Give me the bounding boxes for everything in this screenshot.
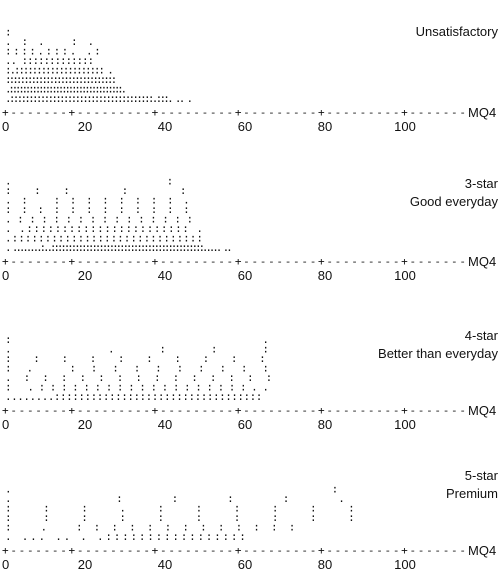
- panel-label: 5-star: [465, 468, 499, 483]
- panel-5-star: .: . ::::.: [2, 468, 499, 569]
- panel-label: Good everyday: [410, 194, 499, 209]
- dot-row: . ........:..:::::::::::::::::::::::::::…: [5, 241, 233, 254]
- tick-label: 0: [2, 417, 9, 432]
- panel-label: Unsatisfactory: [416, 24, 499, 39]
- tick-label: 60: [238, 268, 252, 283]
- tick-label: 0: [2, 268, 9, 283]
- dot-row: :.: [5, 333, 269, 346]
- axis-line: +-------+---------+---------+---------+-…: [2, 255, 466, 268]
- panel-3-star: .: ::: : : .: ::::::::. ::::::::::::: [2, 175, 499, 284]
- tick-label: 20: [78, 119, 92, 134]
- panel-label: 3-star: [465, 176, 499, 191]
- panel-unsatisfactory: : .:. :. ::::.:::. .: .. ::::::::::::: :…: [2, 24, 498, 134]
- tick-label: 100: [394, 557, 416, 569]
- panel-label: 4-star: [465, 328, 499, 343]
- panel-4-star: :. . .::: ::::::::::: [2, 328, 499, 432]
- tick-label: 80: [318, 268, 332, 283]
- dot-row: .:::::::::::::::::::::::::::::::::::::.:…: [5, 92, 193, 105]
- tick-label: 60: [238, 417, 252, 432]
- tick-label: 0: [2, 119, 9, 134]
- tick-label: 100: [394, 119, 416, 134]
- tick-label: 20: [78, 417, 92, 432]
- tick-label: 100: [394, 417, 416, 432]
- tick-label: 40: [158, 417, 172, 432]
- dot-row: ::: : :: [5, 184, 187, 197]
- tick-label: 80: [318, 417, 332, 432]
- tick-label: 20: [78, 557, 92, 569]
- dot-row: .. :::::::::::::: [5, 54, 94, 67]
- axis-line: +-------+---------+---------+---------+-…: [2, 544, 466, 557]
- axis-line: +-------+---------+---------+---------+-…: [2, 106, 466, 119]
- tick-label: 80: [318, 119, 332, 134]
- tick-label: 20: [78, 268, 92, 283]
- dot-row: .:::::::::::::::::::::::::::::: [5, 232, 203, 245]
- tick-label: 40: [158, 268, 172, 283]
- axis-label: MQ4: [468, 543, 496, 558]
- tick-label: 40: [158, 557, 172, 569]
- dot-row: . ... .. . .:::::::::::::::::: [5, 530, 246, 543]
- dot-row: ::::::::::::::::::::::::::::::: [5, 73, 117, 86]
- axis-label: MQ4: [468, 105, 496, 120]
- tick-label: 40: [158, 119, 172, 134]
- axis-label: MQ4: [468, 254, 496, 269]
- dot-row: ........::::::::::::::::::::::::::::::::…: [5, 390, 262, 403]
- dot-row: :: [5, 26, 12, 39]
- panel-label: Premium: [446, 486, 498, 501]
- dot-row: .::::::::::::::::::::::::::::::::::.: [5, 83, 127, 96]
- tick-label: 0: [2, 557, 9, 569]
- tick-label: 60: [238, 557, 252, 569]
- tick-label: 100: [394, 268, 416, 283]
- dot-row: :. ::::::::::: [5, 362, 269, 375]
- panel-label: Better than everyday: [378, 346, 498, 361]
- dot-row: : . :::::::::::::: [5, 521, 295, 534]
- axis-line: +-------+---------+---------+---------+-…: [2, 404, 466, 417]
- axis-label: MQ4: [468, 403, 496, 418]
- dot-row: . .:::: [5, 343, 269, 356]
- tick-label: 60: [238, 119, 252, 134]
- dot-row: . .::::::::::::::::::::::: .: [5, 222, 203, 235]
- dot-row: .:: [5, 175, 173, 188]
- dot-row: . ::::.: [5, 492, 345, 505]
- dot-row: :::.::::::: [5, 502, 355, 515]
- tick-label: 80: [318, 557, 332, 569]
- dot-row: :.:::::::::::::::::::: .: [5, 64, 114, 77]
